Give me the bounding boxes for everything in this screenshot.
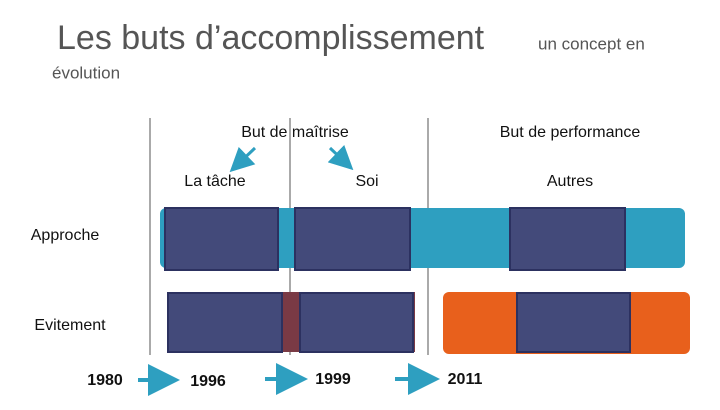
year: 2011 <box>448 371 483 388</box>
cell <box>516 292 631 353</box>
arrow <box>327 144 354 171</box>
cell <box>294 207 411 271</box>
column-header: But de maîtrise <box>241 124 349 141</box>
subcolumn: Autres <box>547 173 593 190</box>
cell <box>509 207 626 271</box>
cell <box>164 207 279 271</box>
arrow <box>229 146 257 173</box>
year: 1999 <box>315 371 351 388</box>
subcolumn: Soi <box>355 173 378 190</box>
year: 1996 <box>190 373 226 390</box>
column-header: But de performance <box>500 124 641 141</box>
title: Les buts d’accomplissement <box>57 19 485 57</box>
cell <box>299 292 414 353</box>
subcolumn: La tâche <box>184 173 245 190</box>
subtitle: évolution <box>52 63 120 82</box>
row-label: Approche <box>31 227 100 244</box>
cell <box>167 292 283 353</box>
subtitle: un concept en <box>538 34 645 53</box>
row-label: Evitement <box>34 317 106 334</box>
year: 1980 <box>87 372 123 389</box>
